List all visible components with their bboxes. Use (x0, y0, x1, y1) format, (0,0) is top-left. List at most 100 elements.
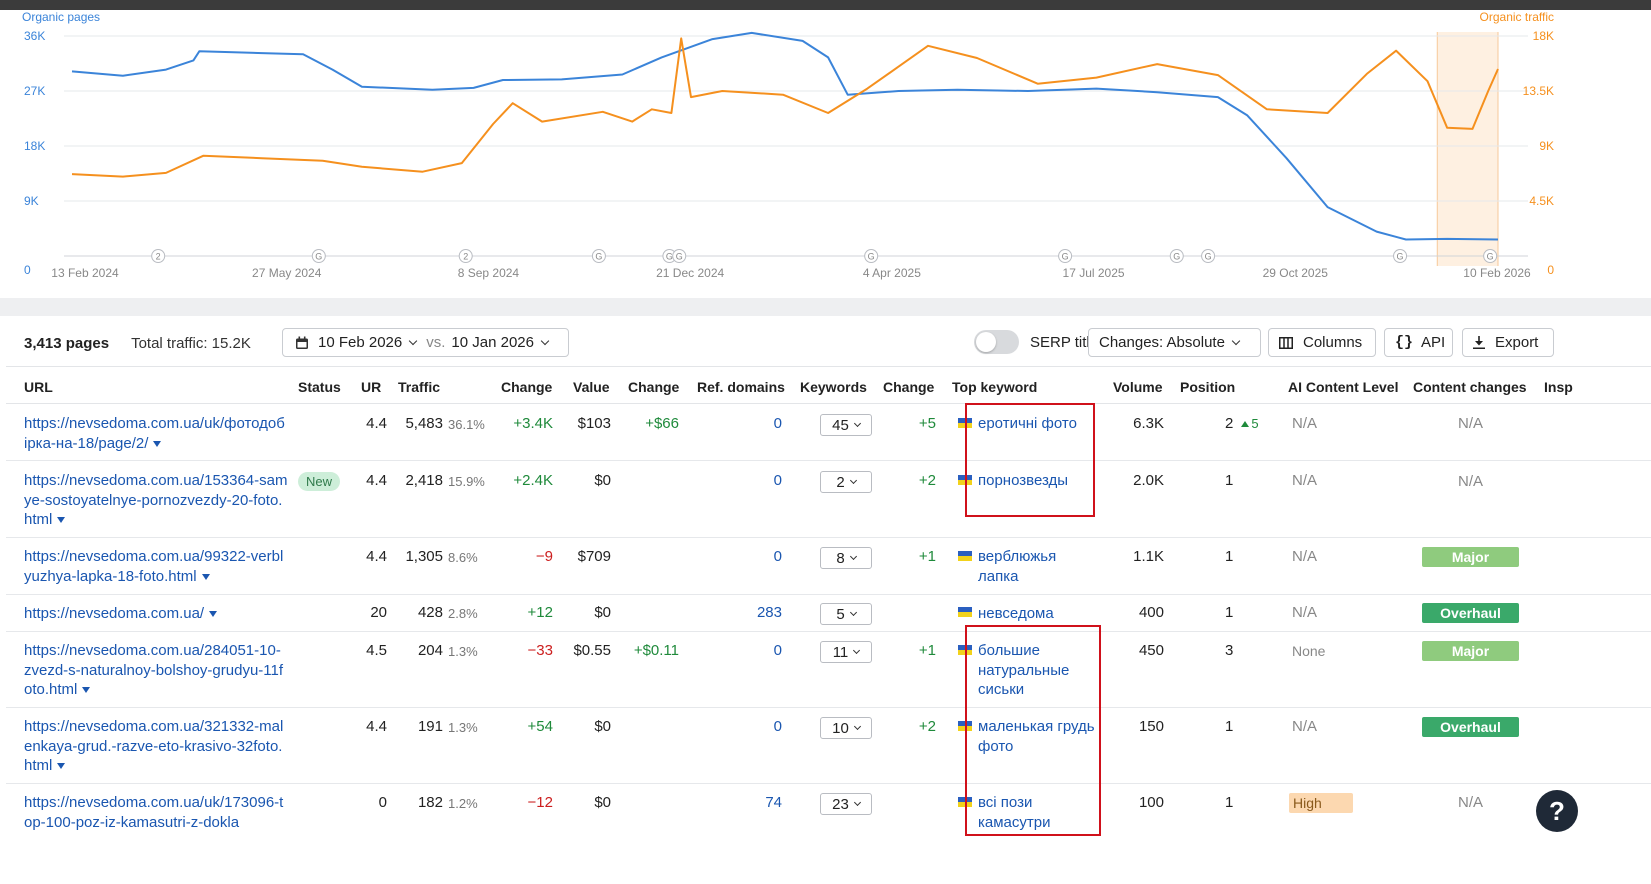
col-keywords[interactable]: Keywords (800, 379, 867, 395)
row-ref-domains[interactable]: 0 (773, 718, 782, 735)
keywords-dropdown[interactable]: 23 (820, 793, 872, 815)
col-value[interactable]: Value (573, 379, 610, 395)
caret-down-icon[interactable] (153, 440, 162, 447)
col-top-keyword[interactable]: Top keyword (952, 379, 1038, 395)
chevron-down-icon (1231, 336, 1241, 345)
row-ref-domains[interactable]: 0 (773, 472, 782, 489)
row-top-keyword[interactable]: порнозвезды (978, 472, 1069, 489)
chevron-down-icon (853, 722, 861, 730)
row-ref-domains[interactable]: 74 (765, 794, 782, 811)
row-url-text[interactable]: https://nevsedoma.com.ua/uk/173096-top-1… (24, 794, 284, 831)
row-traffic-pct: 1.3% (448, 720, 478, 735)
col-ai-level[interactable]: AI Content Level (1288, 379, 1399, 395)
row-keywords: 8 (836, 549, 845, 567)
table-row: https://nevsedoma.com.ua/284051-10-zvezd… (6, 632, 1651, 708)
row-url-link[interactable]: https://nevsedoma.com.ua/99322-verblyuzh… (24, 547, 288, 586)
row-top-keyword[interactable]: невседома (978, 605, 1054, 622)
row-traffic: 5,483 (405, 415, 443, 432)
date-to[interactable]: 10 Jan 2026 (451, 334, 534, 351)
changes-mode-button[interactable]: Changes: Absolute (1088, 328, 1261, 357)
row-url-link[interactable]: https://nevsedoma.com.ua/153364-samye-so… (24, 471, 288, 530)
content-change-badge: Overhaul (1422, 717, 1519, 737)
row-kw-change: +1 (918, 642, 936, 659)
row-position-value: 2 (1225, 415, 1234, 432)
col-traffic[interactable]: Traffic (398, 379, 441, 395)
ukraine-flag-icon (958, 607, 972, 617)
col-volume[interactable]: Volume (1113, 379, 1163, 395)
date-range-picker[interactable]: 10 Feb 2026 vs. 10 Jan 2026 (282, 328, 569, 357)
pages-count: 3,413 pages (24, 334, 110, 352)
columns-button[interactable]: Columns (1268, 328, 1376, 357)
row-traffic-pct: 1.3% (448, 644, 478, 659)
col-kw-change[interactable]: Change (883, 379, 935, 395)
row-content-changes: N/A (1458, 415, 1484, 432)
row-url-link[interactable]: https://nevsedoma.com.ua/284051-10-zvezd… (24, 641, 288, 700)
row-url-text[interactable]: https://nevsedoma.com.ua/153364-samye-so… (24, 472, 288, 528)
event-marker (1169, 249, 1184, 263)
chevron-down-icon (849, 476, 857, 484)
col-content-changes[interactable]: Content changes (1413, 379, 1527, 395)
keywords-dropdown[interactable]: 2 (820, 471, 872, 493)
col-status[interactable]: Status (298, 379, 341, 395)
caret-down-icon[interactable] (209, 611, 218, 618)
row-ref-domains[interactable]: 0 (773, 642, 782, 659)
event-marker-label: G (1487, 252, 1494, 262)
left-tick-label: 27K (24, 84, 45, 98)
row-value: $0 (594, 718, 611, 735)
keywords-dropdown[interactable]: 11 (820, 641, 872, 663)
row-value: $709 (577, 548, 611, 565)
chevron-down-icon (853, 798, 861, 806)
row-top-keyword[interactable]: еротичні фото (978, 415, 1077, 432)
caret-down-icon[interactable] (201, 573, 210, 580)
row-top-keyword[interactable]: всі пози камасутри (978, 794, 1051, 831)
row-url-text[interactable]: https://nevsedoma.com.ua/ (24, 605, 205, 622)
col-value-change[interactable]: Change (628, 379, 680, 395)
api-button[interactable]: {} API (1384, 328, 1453, 357)
caret-down-icon[interactable] (57, 763, 66, 770)
row-ref-domains[interactable]: 0 (773, 415, 782, 432)
row-url-link[interactable]: https://nevsedoma.com.ua/uk/173096-top-1… (24, 793, 288, 832)
help-button[interactable]: ? (1536, 790, 1578, 832)
row-traffic-pct: 8.6% (448, 550, 478, 565)
row-kw-change: +1 (918, 548, 936, 565)
table-row: https://nevsedoma.com.ua/153364-samye-so… (6, 461, 1651, 538)
row-url-text[interactable]: https://nevsedoma.com.ua/99322-verblyuzh… (24, 548, 284, 585)
row-ref-domains[interactable]: 0 (773, 548, 782, 565)
row-url-text[interactable]: https://nevsedoma.com.ua/321332-malenkay… (24, 718, 284, 774)
row-position: 1 (1225, 548, 1234, 565)
event-marker (1483, 249, 1498, 263)
caret-down-icon[interactable] (82, 687, 91, 694)
col-url[interactable]: URL (24, 379, 53, 395)
keywords-dropdown[interactable]: 5 (820, 603, 872, 625)
event-marker-label: G (1205, 252, 1212, 262)
caret-down-icon[interactable] (57, 517, 66, 524)
row-url-text[interactable]: https://nevsedoma.com.ua/uk/фотодобірка-… (24, 415, 285, 452)
col-ur[interactable]: UR (361, 379, 382, 395)
row-top-keyword[interactable]: большие натуральные сиськи (978, 642, 1070, 698)
keywords-dropdown[interactable]: 10 (820, 717, 872, 739)
col-change[interactable]: Change (501, 379, 553, 395)
api-braces-icon: {} (1395, 334, 1414, 351)
row-url-link[interactable]: https://nevsedoma.com.ua/ (24, 604, 288, 624)
row-ai-level: N/A (1292, 472, 1318, 489)
row-position: 1 (1225, 472, 1234, 489)
col-ref-domains[interactable]: Ref. domains (697, 379, 785, 395)
serp-titles-toggle[interactable] (974, 330, 1019, 354)
row-top-keyword[interactable]: верблюжья лапка (978, 548, 1057, 585)
row-value: $0 (594, 794, 611, 811)
row-ai-level: N/A (1292, 415, 1318, 432)
keywords-dropdown[interactable]: 45 (820, 414, 872, 436)
row-url-link[interactable]: https://nevsedoma.com.ua/321332-malenkay… (24, 717, 288, 776)
event-marker-label: G (868, 252, 875, 262)
col-position[interactable]: Position (1180, 379, 1236, 395)
col-inspect[interactable]: Insp (1544, 379, 1573, 395)
export-button[interactable]: Export (1462, 328, 1554, 357)
row-kw-change: +5 (918, 415, 936, 432)
row-top-keyword[interactable]: маленькая грудь фото (978, 718, 1095, 755)
keywords-dropdown[interactable]: 8 (820, 547, 872, 569)
row-url-link[interactable]: https://nevsedoma.com.ua/uk/фотодобірка-… (24, 414, 288, 453)
date-from[interactable]: 10 Feb 2026 (318, 334, 403, 351)
row-ref-domains[interactable]: 283 (756, 604, 782, 621)
row-url-text[interactable]: https://nevsedoma.com.ua/284051-10-zvezd… (24, 642, 284, 698)
row-ai-level: N/A (1292, 604, 1318, 621)
